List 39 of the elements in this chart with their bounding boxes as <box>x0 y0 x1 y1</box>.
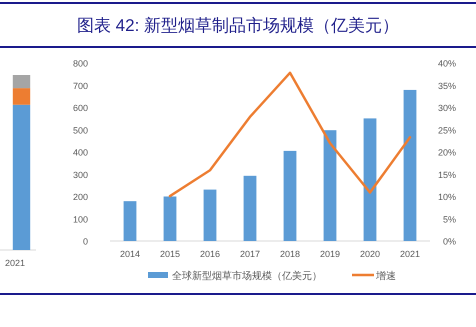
legend-label: 全球新型烟草市场规模（亿美元） <box>172 270 322 282</box>
x-tick-label: 2014 <box>120 249 140 259</box>
bar <box>124 201 136 241</box>
x-tick-label: 2020 <box>360 249 380 259</box>
x-tick-label: 2021 <box>400 249 420 259</box>
x-tick-label: 2016 <box>200 249 220 259</box>
y-tick-label: 400 <box>72 148 88 158</box>
y2-tick-label: 30% <box>438 103 456 113</box>
bar <box>404 90 416 241</box>
y2-tick-label: 15% <box>438 170 456 180</box>
y-tick-label: 0 <box>82 236 88 246</box>
x-tick-label: 2017 <box>240 249 260 259</box>
y2-tick-label: 25% <box>438 125 456 136</box>
y2-tick-label: 20% <box>438 148 456 158</box>
bar <box>244 176 256 241</box>
y-tick-label: 600 <box>72 103 88 113</box>
x-tick-label: 2021 <box>5 258 26 268</box>
chart-title: 图表 42: 新型烟草制品市场规模（亿美元） <box>76 16 400 35</box>
y-tick-label: 700 <box>72 80 88 91</box>
y2-tick-label: 5% <box>442 214 456 224</box>
bar <box>164 196 176 241</box>
bar <box>324 130 336 241</box>
y-tick-label: 800 <box>72 58 88 68</box>
y2-tick-label: 40% <box>438 58 456 68</box>
y-tick-label: 500 <box>72 125 88 136</box>
y2-tick-label: 0% <box>442 236 456 246</box>
bar <box>364 118 376 241</box>
y-tick-label: 100 <box>72 214 88 224</box>
x-tick-label: 2015 <box>160 249 180 259</box>
y2-tick-label: 35% <box>438 80 456 91</box>
x-tick-label: 2019 <box>320 249 340 259</box>
bar <box>204 190 216 241</box>
y-tick-label: 300 <box>72 170 88 180</box>
y2-tick-label: 10% <box>438 192 456 202</box>
bar <box>284 150 296 241</box>
line-series <box>168 72 412 198</box>
x-tick-label: 2018 <box>280 249 300 259</box>
legend-label: 增速 <box>375 270 396 282</box>
y-tick-label: 200 <box>72 192 88 202</box>
